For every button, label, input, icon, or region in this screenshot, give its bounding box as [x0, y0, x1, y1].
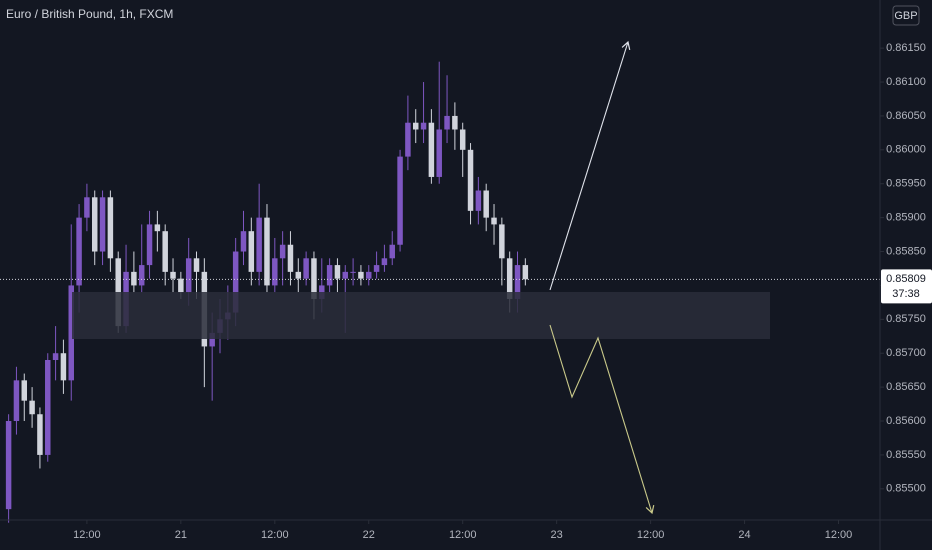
candle-body: [240, 231, 247, 252]
candle-body: [99, 197, 106, 252]
candle-body: [52, 353, 59, 360]
candle-body: [279, 244, 286, 259]
candle-body: [514, 265, 521, 299]
candle-body: [444, 115, 450, 130]
candle-body: [287, 244, 294, 272]
candle-body: [272, 258, 278, 286]
candle-body: [264, 217, 270, 286]
currency-box[interactable]: [892, 5, 920, 26]
candle-body: [397, 156, 403, 245]
y-tick-label: 0.85700: [886, 347, 926, 359]
x-tick-label: 23: [551, 529, 563, 541]
candle-body: [138, 265, 145, 286]
candle-body: [91, 197, 98, 252]
candle-body: [146, 224, 153, 266]
candle-body: [303, 258, 309, 279]
x-tick-label: 12:00: [637, 529, 665, 541]
candle-body: [366, 271, 372, 279]
candle-body: [84, 197, 90, 218]
candle-body: [350, 271, 356, 273]
candle-body: [405, 122, 411, 157]
y-tick-label: 0.86150: [886, 42, 926, 54]
candle-body: [381, 258, 388, 266]
candle-body: [389, 244, 395, 259]
candle-body: [170, 271, 176, 279]
candle-body: [209, 332, 215, 347]
candle-body: [5, 421, 12, 510]
candle-body: [373, 265, 380, 272]
candle-body: [311, 258, 317, 299]
candle-body: [452, 115, 458, 130]
candle-body: [60, 353, 67, 381]
candle-body: [358, 271, 364, 279]
candle-body: [13, 380, 20, 422]
x-tick-label: 12:00: [261, 529, 289, 541]
y-tick-label: 0.85650: [886, 381, 926, 393]
candle-body: [232, 251, 239, 313]
chart-title: Euro / British Pound, 1h, FXCM: [6, 7, 173, 21]
candle-body: [162, 231, 168, 272]
x-tick-label: 22: [363, 529, 375, 541]
candle-body: [185, 258, 192, 293]
countdown: 37:38: [892, 288, 920, 300]
candle-body: [178, 278, 184, 293]
candle-body: [107, 197, 114, 259]
candle-body: [436, 129, 442, 177]
candle-body: [76, 217, 82, 286]
candle-body: [483, 190, 489, 218]
candle-body: [193, 258, 200, 272]
candle-body: [459, 129, 466, 150]
candle-body: [37, 414, 43, 455]
y-tick-label: 0.86100: [886, 76, 926, 88]
x-tick-label: 12:00: [73, 529, 101, 541]
candle-body: [326, 265, 333, 286]
y-tick-label: 0.85950: [886, 178, 926, 190]
candle-body: [499, 224, 505, 259]
candle-body: [248, 231, 255, 272]
candle-body: [420, 122, 427, 130]
y-tick-label: 0.85750: [886, 313, 926, 325]
candle-body: [21, 380, 28, 401]
arrow-down: [549, 324, 655, 515]
candle-body: [475, 190, 482, 211]
x-tick-label: 24: [738, 529, 750, 541]
y-tick-label: 0.86000: [886, 144, 926, 156]
x-tick-label: 12:00: [449, 529, 477, 541]
candle-body: [467, 149, 474, 211]
y-tick-label: 0.85850: [886, 245, 926, 257]
candle-body: [131, 271, 137, 286]
y-tick-label: 0.85500: [886, 483, 926, 495]
arrow-up: [549, 40, 631, 291]
candle-body: [342, 271, 349, 279]
candle-body: [412, 122, 419, 130]
candle-body: [29, 400, 35, 415]
candle-body: [491, 217, 497, 225]
candle-body: [334, 265, 341, 279]
candle-body: [154, 224, 161, 232]
axes: 0.85500 0.85550 0.85600 0.85650 0.85700 0.857…: [73, 42, 932, 541]
y-tick-label: 0.86050: [886, 110, 926, 122]
candle-body: [522, 265, 529, 280]
candle-body: [256, 217, 262, 272]
last-price-label: 0.85809: [886, 273, 926, 285]
last-price-box: [881, 269, 932, 304]
candle-body: [68, 285, 74, 381]
y-tick-label: 0.85900: [886, 212, 926, 224]
candle-body: [295, 271, 302, 279]
y-tick-label: 0.85550: [886, 449, 926, 461]
currency[interactable]: GBP: [894, 10, 917, 22]
zone: [72, 292, 770, 339]
x-tick-label: 21: [175, 529, 187, 541]
x-tick-label: 12:00: [825, 529, 853, 541]
candle-body: [506, 258, 513, 299]
candle-body: [428, 122, 435, 177]
candle-body: [45, 360, 51, 455]
y-tick-label: 0.85600: [886, 415, 926, 427]
